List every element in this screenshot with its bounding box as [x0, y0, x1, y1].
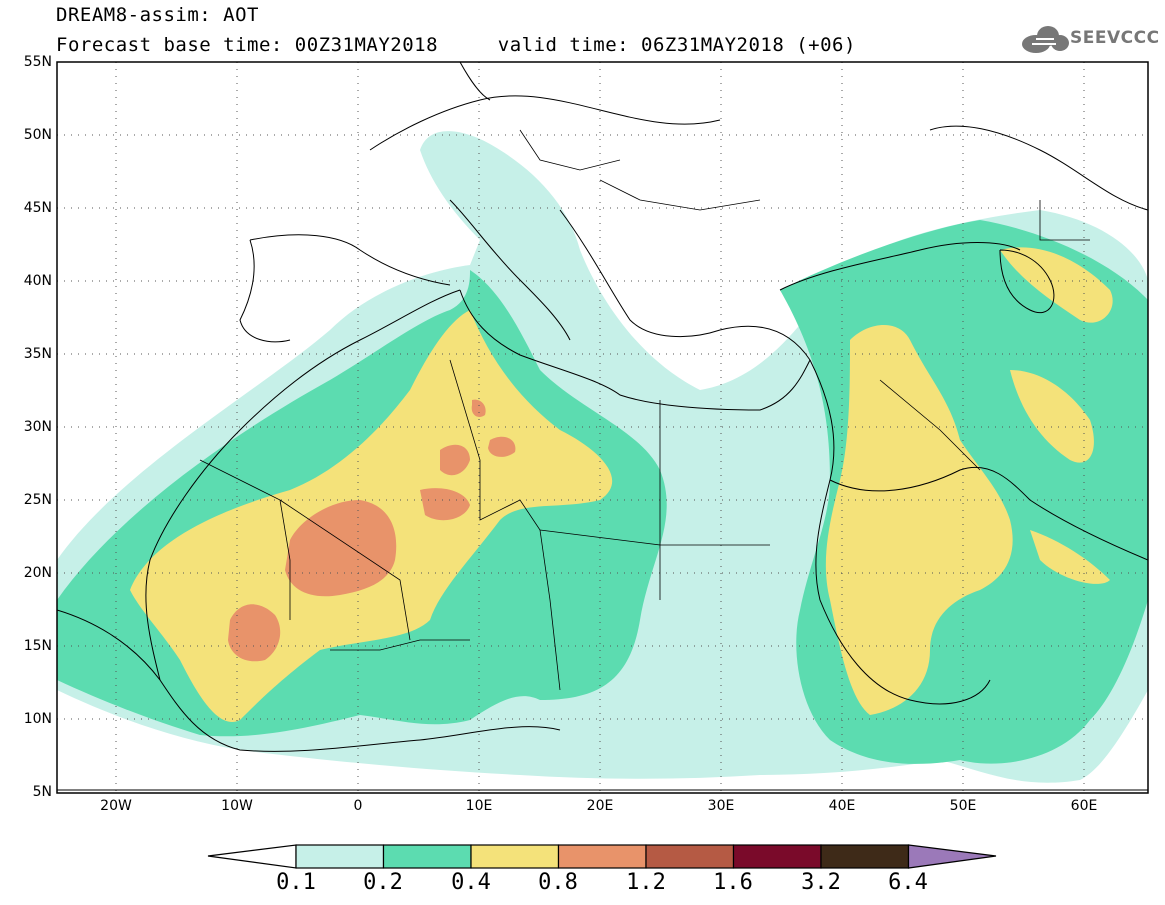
base-time: Forecast base time: 00Z31MAY2018: [56, 34, 439, 56]
map-title: DREAM8-assim: AOT: [56, 4, 259, 26]
map-subtitle: Forecast base time: 00Z31MAY2018 valid t…: [56, 34, 856, 56]
colorbar-swatch: [470, 844, 560, 869]
lat-tick-label: 25N: [23, 492, 52, 508]
lat-tick-label: 45N: [23, 200, 52, 216]
colorbar: [207, 844, 997, 869]
lon-tick-label: 10W: [221, 798, 253, 814]
colorbar-swatch: [645, 844, 735, 869]
borders: [199, 129, 1090, 691]
colorbar-label: 0.2: [363, 870, 403, 895]
lat-tick-label: 15N: [23, 638, 52, 654]
cloud-icon: [1022, 26, 1069, 53]
colorbar-swatch: [557, 844, 647, 869]
valid-time: valid time: 06Z31MAY2018 (+06): [497, 34, 856, 56]
colorbar-label: 0.4: [451, 870, 491, 895]
graticule: [57, 62, 1148, 793]
colorbar-label: 1.6: [713, 870, 753, 895]
lat-tick-label: 30N: [23, 419, 52, 435]
colorbar-label: 0.8: [538, 870, 578, 895]
lat-tick-label: 50N: [23, 127, 52, 143]
lat-tick-label: 40N: [23, 273, 52, 289]
lon-tick-label: 0: [353, 798, 363, 814]
lat-tick-label: 35N: [23, 346, 52, 362]
lat-tick-label: 5N: [32, 784, 52, 800]
colorbar-swatch: [820, 844, 910, 869]
dust-field: [57, 62, 1148, 793]
colorbar-label: 6.4: [888, 870, 928, 895]
map-frame: [56, 61, 1149, 794]
colorbar-under-arrow: [207, 844, 297, 869]
aot-band-0.4: [130, 247, 1113, 722]
lon-tick-label: 20W: [100, 798, 132, 814]
colorbar-swatch: [382, 844, 472, 869]
lon-tick-label: 20E: [586, 798, 614, 814]
colorbar-label: 1.2: [626, 870, 666, 895]
logo-text: SEEVCCC: [1070, 28, 1160, 48]
lon-tick-label: 40E: [828, 798, 856, 814]
lon-tick-label: 50E: [949, 798, 977, 814]
colorbar-label: 0.1: [276, 870, 316, 895]
lat-tick-label: 10N: [23, 711, 52, 727]
aot-band-0.8: [228, 399, 516, 662]
lon-tick-label: 30E: [707, 798, 735, 814]
colorbar-swatch: [295, 844, 385, 869]
colorbar-swatch: [732, 844, 822, 869]
lat-tick-label: 20N: [23, 565, 52, 581]
lon-tick-label: 10E: [465, 798, 493, 814]
lon-tick-label: 60E: [1070, 798, 1098, 814]
lat-tick-label: 55N: [23, 54, 52, 70]
colorbar-over-arrow: [907, 844, 997, 869]
colorbar-label: 3.2: [801, 870, 841, 895]
coastlines: [57, 62, 1148, 791]
